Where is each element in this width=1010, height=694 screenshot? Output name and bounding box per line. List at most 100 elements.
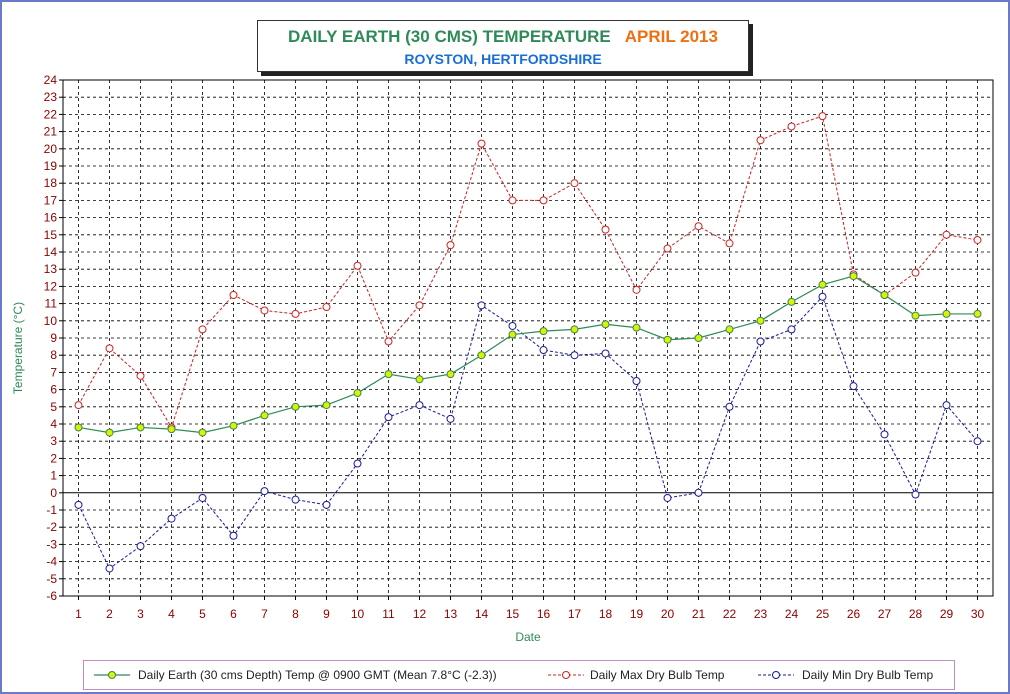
data-point-min	[973, 437, 982, 446]
data-point-earth	[229, 421, 238, 430]
x-tick-label: 26	[847, 607, 861, 621]
series-line-min	[78, 295, 978, 570]
data-point-max	[539, 196, 548, 205]
data-point-max	[818, 112, 827, 121]
data-point-min	[539, 346, 548, 355]
y-tick-label: 17	[44, 193, 58, 207]
data-point-earth	[74, 423, 83, 432]
data-point-max	[260, 306, 269, 315]
data-point-earth	[291, 402, 300, 411]
data-point-earth	[539, 327, 548, 336]
data-point-min	[725, 402, 734, 411]
data-point-earth	[353, 389, 362, 398]
data-point-min	[942, 401, 951, 410]
y-tick-label: 7	[50, 365, 57, 379]
y-tick-label: 23	[44, 90, 58, 104]
data-point-earth	[136, 423, 145, 432]
data-point-max	[322, 303, 331, 312]
data-point-max	[105, 344, 114, 353]
chart-title-month: APRIL 2013	[624, 27, 718, 46]
data-point-min	[353, 459, 362, 468]
data-point-earth	[942, 309, 951, 318]
data-point-min	[229, 531, 238, 540]
y-tick-label: 12	[44, 279, 58, 293]
y-tick-label: 0	[50, 486, 57, 500]
data-point-min	[911, 490, 920, 499]
data-point-max	[725, 239, 734, 248]
data-point-earth	[198, 428, 207, 437]
data-point-min	[446, 414, 455, 423]
data-point-max	[353, 261, 362, 270]
data-point-earth	[260, 411, 269, 420]
data-point-earth	[167, 425, 176, 434]
y-tick-label: 4	[50, 417, 57, 431]
x-tick-label: 14	[475, 607, 489, 621]
data-point-max	[694, 222, 703, 231]
x-tick-label: 5	[199, 607, 206, 621]
data-point-min	[74, 500, 83, 509]
data-point-min	[632, 377, 641, 385]
data-point-max	[136, 371, 145, 380]
data-point-earth	[818, 280, 827, 289]
x-tick-label: 12	[413, 607, 427, 621]
y-tick-label: 21	[44, 125, 58, 139]
x-tick-label: 18	[599, 607, 613, 621]
data-point-earth	[756, 316, 765, 325]
legend-label-max: Daily Max Dry Bulb Temp	[590, 668, 725, 682]
y-tick-label: 22	[44, 107, 58, 121]
y-tick-label: 2	[50, 451, 57, 465]
data-point-min	[291, 495, 300, 504]
data-point-min	[663, 493, 672, 502]
y-tick-label: 19	[44, 159, 58, 173]
x-tick-label: 16	[537, 607, 551, 621]
chart-title: DAILY EARTH (30 CMS) TEMPERATURE APRIL 20…	[258, 27, 748, 47]
y-axis-title: Temperature (°C)	[11, 302, 25, 394]
data-point-max	[756, 136, 765, 145]
data-point-min	[167, 514, 176, 523]
data-point-max	[446, 241, 455, 250]
data-point-min	[601, 349, 610, 358]
legend-label-earth: Daily Earth (30 cms Depth) Temp @ 0900 G…	[138, 668, 497, 682]
x-tick-label: 11	[382, 607, 395, 621]
x-tick-label: 1	[75, 607, 82, 621]
x-axis-title: Date	[515, 630, 541, 644]
y-tick-label: 20	[44, 142, 58, 156]
data-point-min	[260, 487, 269, 496]
x-tick-label: 21	[692, 607, 706, 621]
x-tick-label: 13	[444, 607, 458, 621]
chart-title-box: DAILY EARTH (30 CMS) TEMPERATURE APRIL 20…	[257, 20, 749, 72]
chart-legend: Daily Earth (30 cms Depth) Temp @ 0900 G…	[83, 660, 955, 690]
data-point-earth	[384, 370, 393, 379]
x-tick-label: 9	[323, 607, 330, 621]
data-point-earth	[322, 401, 331, 410]
data-point-earth	[911, 311, 920, 320]
data-point-min	[880, 430, 889, 439]
data-point-earth	[570, 325, 579, 334]
y-tick-label: -4	[46, 555, 57, 569]
y-tick-label: 13	[44, 262, 58, 276]
legend-label-min: Daily Min Dry Bulb Temp	[802, 668, 934, 682]
x-tick-label: 15	[506, 607, 520, 621]
y-tick-label: 9	[50, 331, 57, 345]
data-point-min	[787, 325, 796, 334]
x-tick-label: 8	[292, 607, 299, 621]
x-tick-label: 24	[785, 607, 799, 621]
x-tick-label: 17	[568, 607, 582, 621]
y-tick-label: -6	[46, 589, 57, 603]
data-point-earth	[725, 325, 734, 334]
y-tick-label: 24	[44, 73, 58, 87]
x-tick-label: 22	[723, 607, 737, 621]
data-point-earth	[105, 428, 114, 437]
y-tick-label: 14	[44, 245, 58, 259]
legend-swatch-max	[548, 671, 584, 679]
x-tick-label: 7	[261, 607, 268, 621]
data-point-earth	[415, 375, 424, 384]
y-tick-label: 11	[45, 297, 58, 311]
data-point-earth	[508, 330, 517, 339]
data-point-earth	[601, 320, 610, 329]
x-tick-label: 30	[971, 607, 985, 621]
data-point-min	[818, 292, 827, 301]
data-point-earth	[446, 370, 455, 379]
data-point-max	[198, 325, 207, 334]
data-point-max	[787, 122, 796, 131]
